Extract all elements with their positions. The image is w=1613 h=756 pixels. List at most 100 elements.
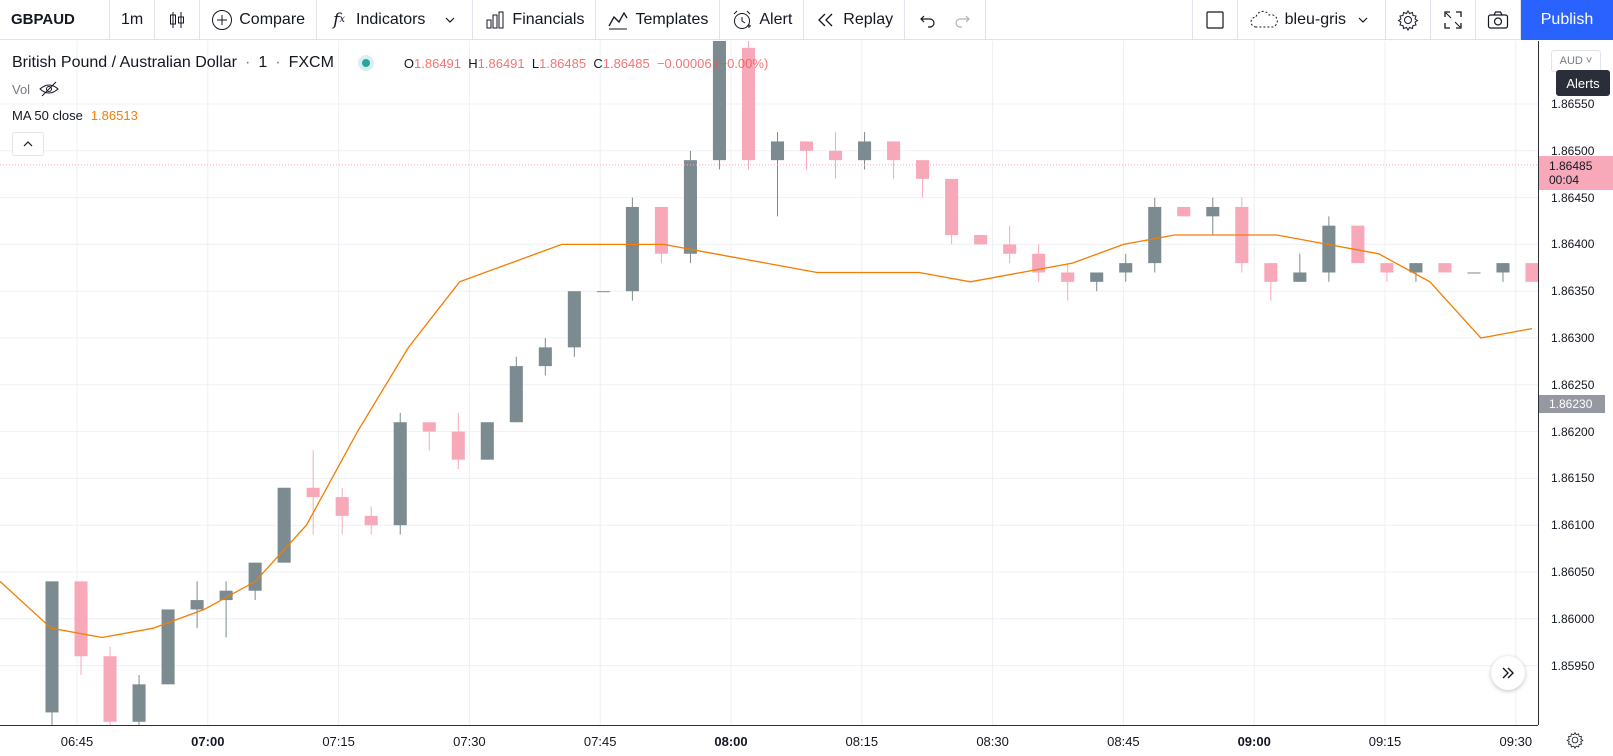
time-tick-label: 06:45 — [60, 734, 94, 749]
chart-grid — [0, 41, 1538, 725]
fullscreen-icon — [1442, 9, 1464, 31]
compare-button[interactable]: Compare — [200, 0, 318, 40]
chart-type-button[interactable] — [155, 0, 201, 40]
candle-body — [741, 47, 755, 161]
market-status-dot[interactable] — [361, 59, 370, 67]
layout-select-button[interactable] — [1191, 0, 1238, 40]
candle — [567, 291, 581, 357]
candle — [103, 646, 117, 725]
eye-crossed-icon[interactable] — [38, 78, 60, 100]
candle-body — [654, 206, 668, 254]
candle — [1177, 206, 1191, 217]
candle-body — [393, 422, 407, 526]
candle — [393, 412, 407, 535]
candle — [1496, 263, 1510, 282]
candle-body — [1177, 206, 1191, 217]
candle-body — [364, 515, 378, 526]
publish-button[interactable]: Publish — [1521, 0, 1613, 40]
ma-value: 1.86513 — [90, 107, 138, 123]
scroll-to-realtime-button[interactable] — [1491, 656, 1525, 690]
candle-body — [1409, 263, 1423, 273]
candle-body — [1119, 263, 1133, 273]
price-chart[interactable] — [0, 41, 1538, 725]
candle — [509, 356, 523, 423]
candle — [829, 132, 843, 179]
candle-body — [509, 366, 523, 423]
volume-label[interactable]: Vol — [12, 81, 31, 97]
price-tick-label: 1.86200 — [1551, 424, 1595, 439]
candle-body — [1032, 253, 1046, 273]
chevron-down-icon[interactable] — [439, 9, 461, 31]
low-value: 1.86485 — [539, 55, 587, 71]
candle — [916, 160, 930, 198]
layout-name-button[interactable]: bleu-gris — [1238, 0, 1386, 40]
collapse-legend-button[interactable] — [12, 132, 44, 156]
candle — [1148, 197, 1162, 273]
layout-name-label: bleu-gris — [1284, 10, 1346, 28]
settings-button[interactable] — [1386, 0, 1431, 40]
chevron-up-icon — [23, 141, 33, 147]
candle-body — [277, 487, 291, 563]
close-value: 1.86485 — [602, 55, 650, 71]
time-tick-label: 08:15 — [845, 734, 879, 749]
redo-button[interactable] — [945, 0, 987, 40]
ma-label[interactable]: MA 50 close — [12, 107, 83, 123]
fullscreen-button[interactable] — [1431, 0, 1476, 40]
publish-label: Publish — [1540, 10, 1594, 28]
candle — [45, 581, 59, 725]
last-price-tag: 1.86485 00:04 — [1539, 155, 1613, 190]
open-value: 1.86491 — [414, 55, 462, 71]
time-tick-label: 09:00 — [1237, 734, 1271, 749]
replay-button[interactable]: Replay — [804, 0, 906, 40]
candle-body — [1206, 206, 1220, 217]
candle — [683, 150, 697, 264]
time-tick-label: 08:30 — [976, 734, 1009, 749]
price-tick-label: 1.86100 — [1551, 518, 1595, 533]
candle — [858, 132, 872, 170]
interval-button[interactable]: 1m — [110, 0, 156, 40]
candle — [1351, 225, 1365, 264]
bar-chart-icon — [484, 9, 506, 31]
candle — [1090, 272, 1104, 292]
chevron-down-icon — [1352, 9, 1374, 31]
legend-main-row: British Pound / Australian Dollar · 1 · … — [12, 50, 768, 76]
price-tick-label: 1.86250 — [1551, 377, 1595, 392]
axis-settings-button[interactable] — [1563, 728, 1587, 752]
open-label: O — [403, 55, 415, 71]
toolbar-spacer — [986, 0, 1192, 40]
rewind-icon — [815, 9, 837, 31]
candle — [1264, 263, 1278, 301]
templates-button[interactable]: Templates — [596, 0, 721, 40]
alert-button[interactable]: Alert — [720, 0, 805, 40]
ohlc-values: O1.86491 H1.86491 L1.86485 C1.86485 −0.0… — [404, 56, 768, 71]
time-axis[interactable]: 06:45 07:00 07:15 07:30 07:45 08:00 08:15 08:30… — [0, 725, 1538, 756]
candle-body — [480, 422, 494, 460]
candle — [654, 206, 668, 264]
time-tick-label: 09:30 — [1499, 734, 1533, 749]
symbol-title[interactable]: British Pound / Australian Dollar — [12, 54, 237, 71]
candle — [1322, 216, 1336, 282]
candle-body — [1148, 206, 1162, 264]
candle — [364, 506, 378, 535]
gear-icon — [1397, 9, 1419, 31]
undo-button[interactable] — [905, 0, 945, 40]
price-tick-label: 1.86350 — [1551, 284, 1595, 299]
symbol-search-button[interactable]: GBPAUD — [0, 0, 110, 40]
candle-body — [335, 497, 349, 516]
candle — [480, 422, 494, 460]
price-axis[interactable]: 1.86550 1.86500 1.86450 1.86400 1.86350 1.863… — [1538, 41, 1613, 725]
financials-button[interactable]: Financials — [473, 0, 597, 40]
candle-body — [567, 291, 581, 348]
candle — [219, 581, 233, 638]
snapshot-button[interactable] — [1476, 0, 1521, 40]
candle-body — [1090, 272, 1104, 282]
candle — [1032, 244, 1046, 282]
cloud-icon — [1249, 9, 1279, 31]
candle-body — [74, 581, 88, 657]
candle-body — [683, 160, 697, 254]
candle — [1380, 263, 1394, 282]
change-value: −0.00006 (−0.00%) — [656, 55, 769, 71]
currency-button[interactable]: AUD ˅ — [1551, 50, 1601, 72]
price-tick-label: 1.86450 — [1551, 190, 1595, 205]
